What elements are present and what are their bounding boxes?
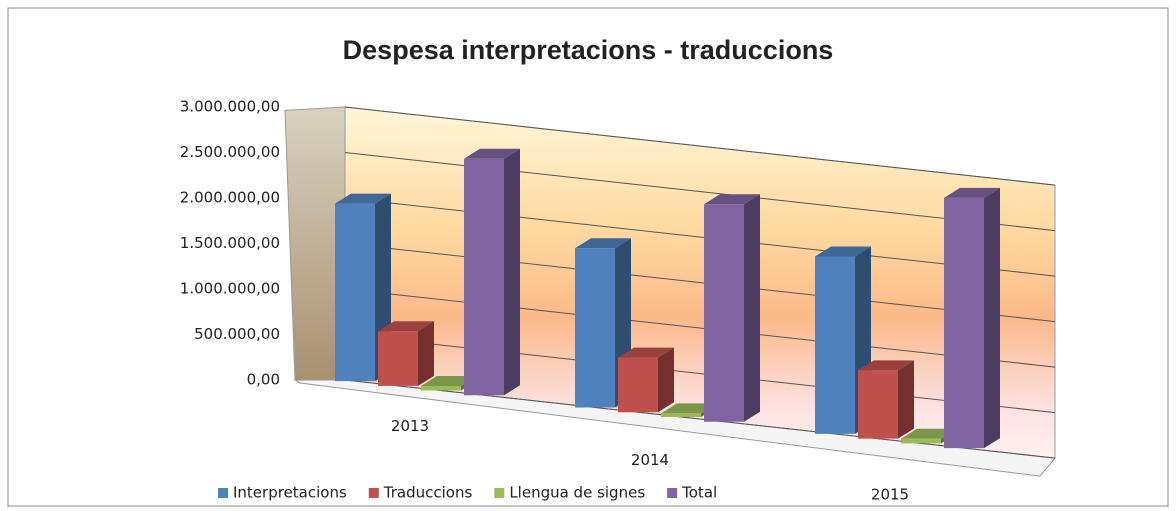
bar-face — [815, 256, 855, 434]
y-tick-label: 1.500.000,00 — [180, 234, 280, 252]
legend-label: Traduccions — [383, 484, 473, 502]
bar-face — [575, 248, 615, 408]
y-tick-label: 1.000.000,00 — [180, 280, 280, 298]
legend-swatch — [667, 488, 678, 498]
bar — [704, 194, 760, 422]
bar-face — [944, 197, 984, 449]
legend-swatch — [494, 488, 505, 498]
grid-line — [344, 379, 1056, 459]
bar-face — [661, 403, 717, 414]
x-tick-label: 2014 — [631, 451, 669, 469]
bar — [464, 148, 520, 396]
grid-line — [344, 334, 1056, 414]
grid-line — [344, 106, 1056, 186]
y-tick-label: 3.000.000,00 — [180, 98, 280, 116]
bar-face — [944, 187, 1000, 198]
bar-face — [575, 238, 631, 249]
legend-swatch — [368, 488, 379, 498]
bar-face — [335, 193, 391, 204]
bar-face — [618, 357, 658, 413]
x-tick-label: 2015 — [871, 486, 909, 504]
bar-face — [661, 413, 701, 417]
bar-face — [901, 428, 957, 439]
bar-face — [744, 194, 760, 422]
legend-swatch — [218, 488, 228, 498]
bar-face — [378, 321, 434, 332]
bar-face — [704, 194, 760, 205]
bar-face — [858, 360, 914, 371]
x-tick-label: 2013 — [391, 417, 429, 435]
bar-face — [658, 347, 674, 413]
y-tick-label: 2.500.000,00 — [180, 143, 280, 161]
bar-face — [858, 370, 898, 439]
grid-line — [344, 288, 1056, 368]
bar-face — [464, 148, 520, 159]
bar-face — [421, 386, 461, 391]
bar — [944, 187, 1000, 449]
bar-face — [618, 347, 674, 358]
y-tick-label: 2.000.000,00 — [180, 189, 280, 207]
bar-face — [418, 321, 434, 386]
bar-face — [421, 376, 477, 387]
bar-face — [815, 246, 871, 257]
chart-title: Despesa interpretacions - traduccions — [343, 35, 834, 65]
bar-face — [378, 331, 418, 386]
legend-label: Interpretacions — [233, 484, 347, 502]
bar-face — [704, 204, 744, 422]
y-tick-label: 0,00 — [247, 371, 280, 389]
grid-line — [344, 197, 1056, 277]
grid-line — [344, 243, 1056, 323]
grid-line — [344, 152, 1056, 232]
bar-face — [898, 360, 914, 439]
legend-label: Total — [681, 484, 717, 502]
y-tick-label: 500.000,00 — [194, 325, 280, 343]
bar-face — [901, 438, 941, 444]
bar — [858, 360, 914, 439]
bar-face — [464, 158, 504, 396]
bar — [378, 321, 434, 386]
bar-face — [984, 187, 1000, 449]
bar-face — [335, 203, 375, 382]
legend-label: Llengua de signes — [509, 484, 645, 502]
bar — [618, 347, 674, 413]
bar-face — [504, 148, 520, 396]
